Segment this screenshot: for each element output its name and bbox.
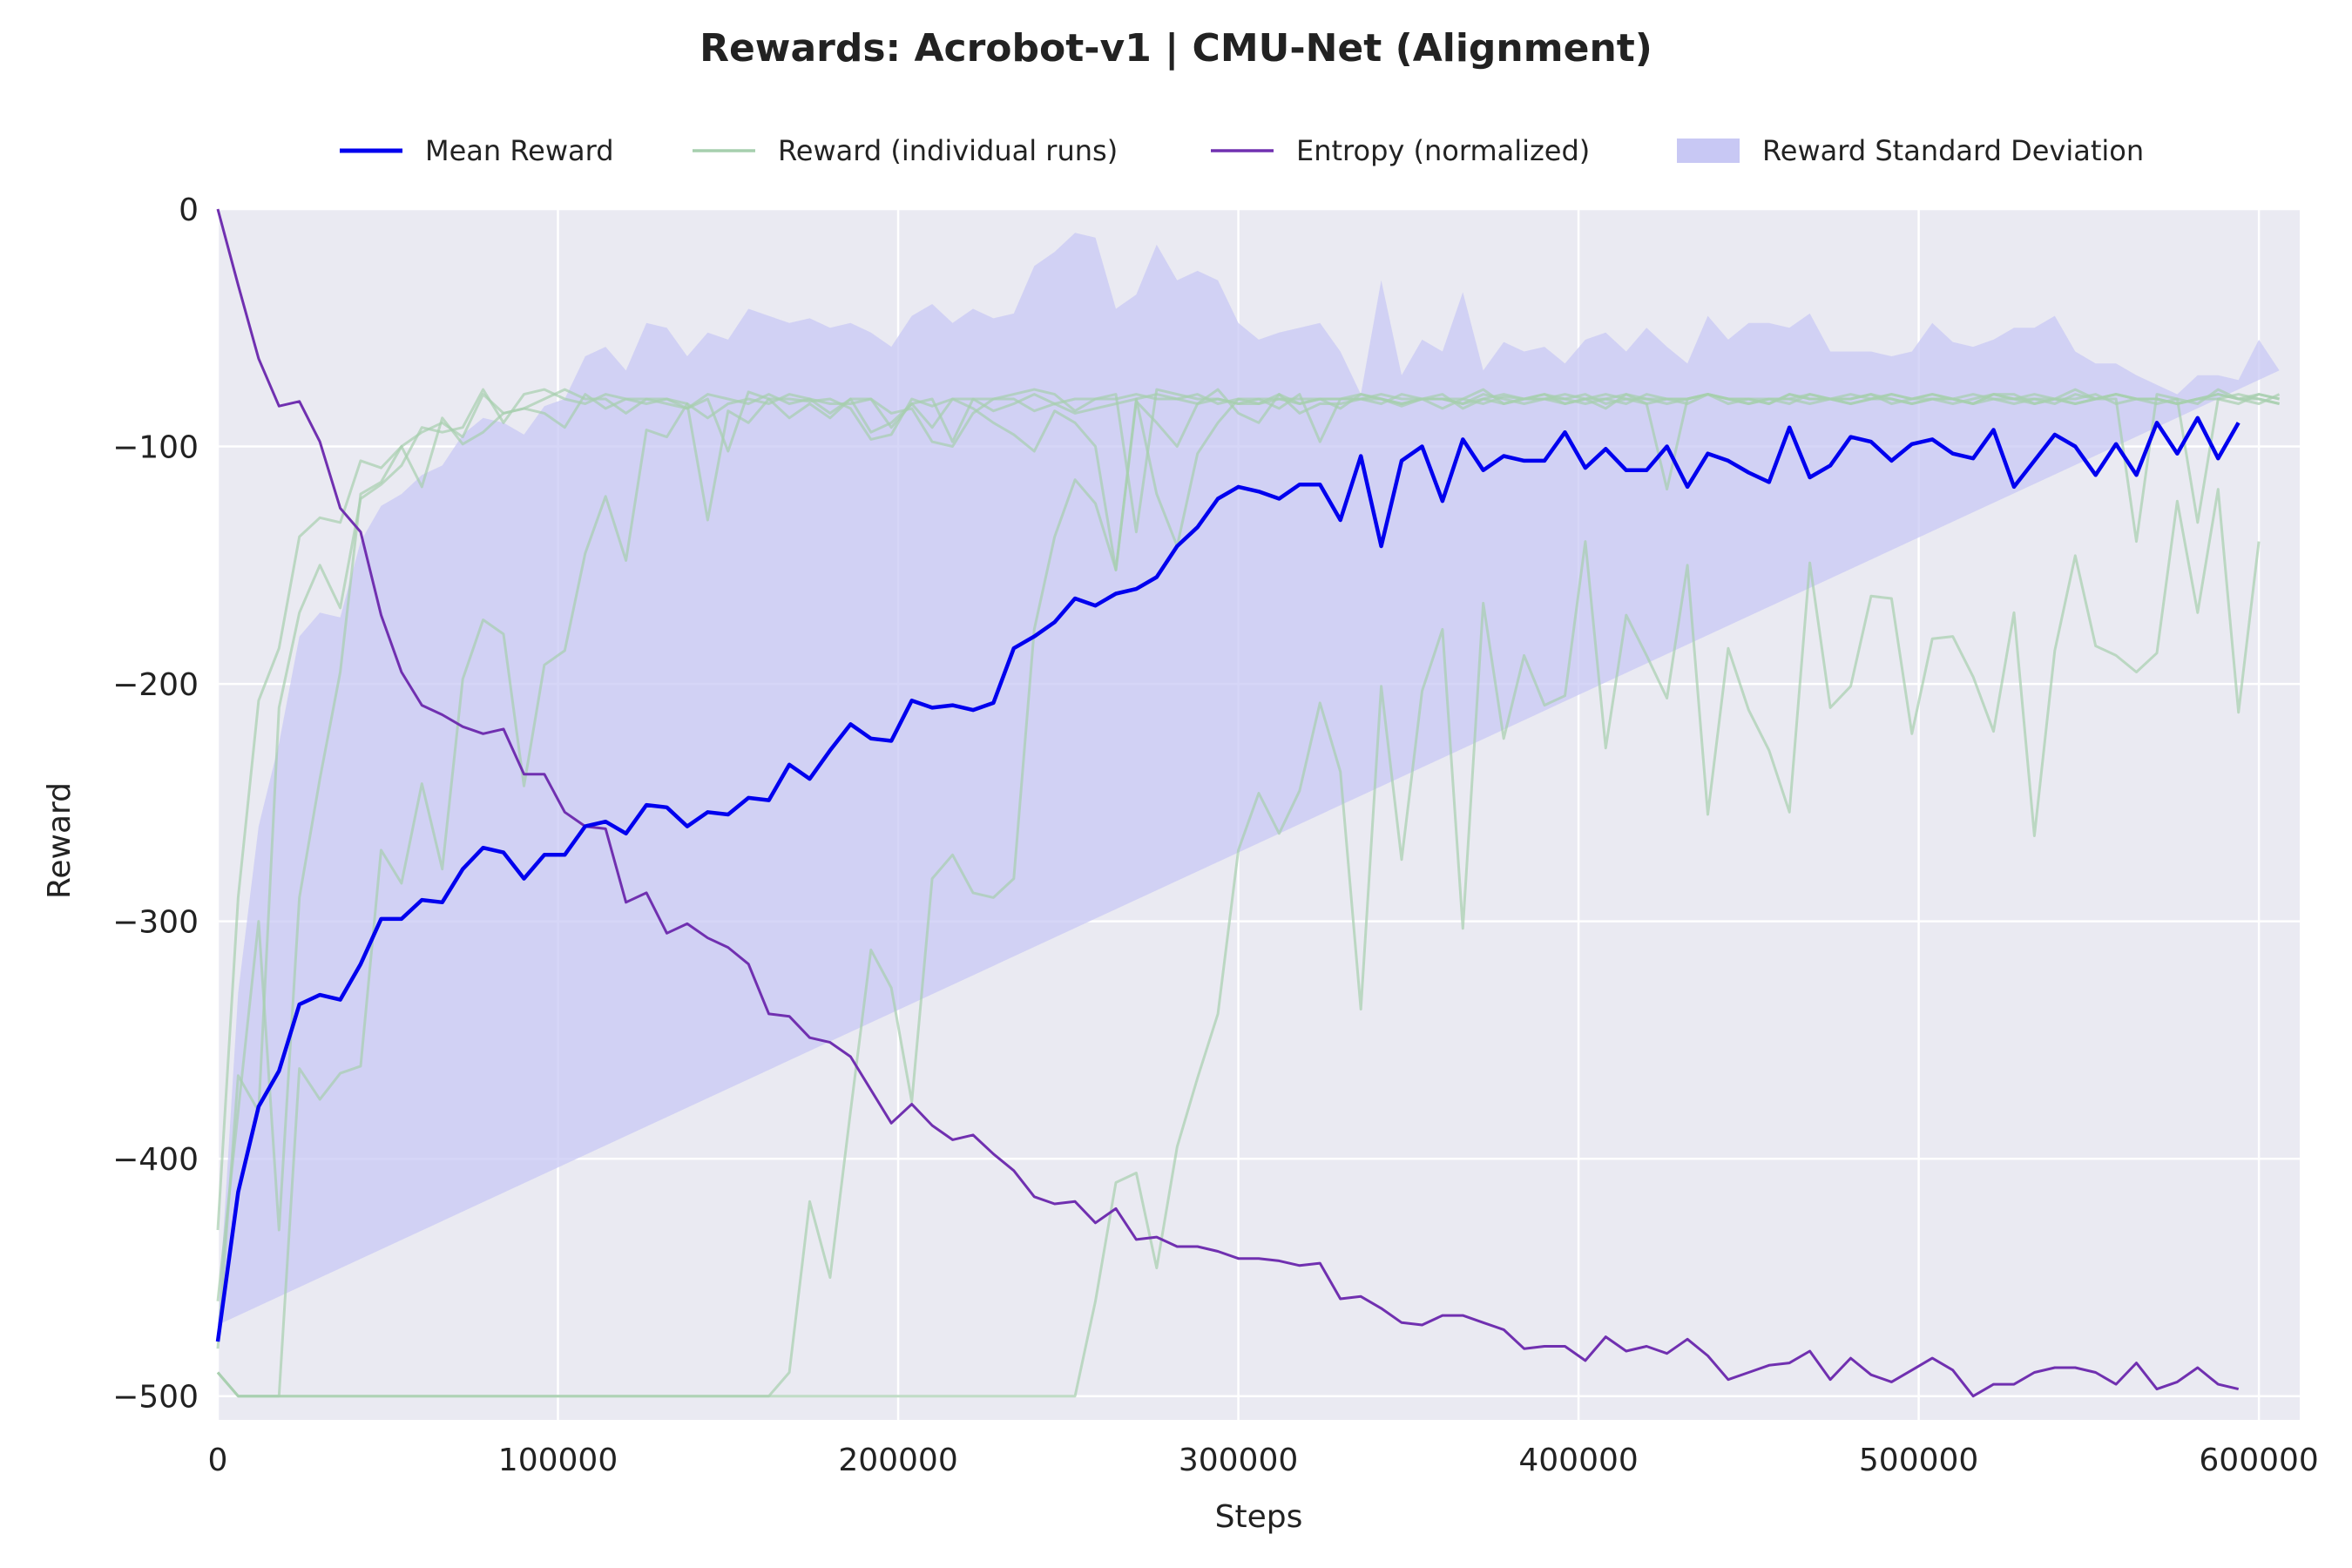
x-tick-label: 200000 xyxy=(838,1443,957,1478)
entropy-line xyxy=(216,208,2240,1398)
entropy-layer xyxy=(216,208,2240,1398)
x-tick-label: 100000 xyxy=(498,1443,618,1478)
mean-reward-layer xyxy=(215,416,2240,1342)
legend-item-2: Reward (individual runs) xyxy=(693,134,1118,167)
y-tick-label: 0 xyxy=(179,193,199,228)
x-tick-label: 300000 xyxy=(1179,1443,1298,1478)
x-axis-ticks: 0 100000 200000 300000 400000 500000 600000 xyxy=(208,1443,2319,1478)
y-axis-label: Reward xyxy=(42,782,78,899)
x-tick-label: 500000 xyxy=(1859,1443,1978,1478)
chart-title: Rewards: Acrobot-v1 | CMU-Net (Alignment… xyxy=(700,26,1652,71)
run-line-6 xyxy=(216,488,2261,1398)
legend: Mean Reward Reward (individual runs) Entro… xyxy=(340,134,2144,167)
legend-swatch-band xyxy=(1677,139,1740,163)
y-tick-label: −100 xyxy=(112,430,199,466)
individual-runs-layer xyxy=(216,388,2281,1398)
mean-reward-line xyxy=(215,416,2240,1342)
x-axis-label: Steps xyxy=(1215,1499,1303,1535)
legend-label: Reward Standard Deviation xyxy=(1762,134,2144,167)
std-band xyxy=(218,233,2280,1325)
legend-item-3: Entropy (normalized) xyxy=(1211,134,1590,167)
legend-label: Entropy (normalized) xyxy=(1296,134,1590,167)
legend-item-1: Mean Reward xyxy=(340,134,614,167)
y-tick-label: −300 xyxy=(112,905,199,941)
x-tick-label: 400000 xyxy=(1518,1443,1638,1478)
std-band-layer xyxy=(218,233,2280,1325)
y-tick-label: −400 xyxy=(112,1142,199,1178)
x-tick-label: 600000 xyxy=(2199,1443,2318,1478)
x-tick-label: 0 xyxy=(208,1443,228,1478)
legend-item-4: Reward Standard Deviation xyxy=(1677,134,2144,167)
y-axis-ticks: 0 −100 −200 −300 −400 −500 xyxy=(112,193,199,1416)
legend-label: Mean Reward xyxy=(425,134,614,167)
y-tick-label: −500 xyxy=(112,1380,199,1416)
y-tick-label: −200 xyxy=(112,667,199,703)
legend-label: Reward (individual runs) xyxy=(778,134,1118,167)
